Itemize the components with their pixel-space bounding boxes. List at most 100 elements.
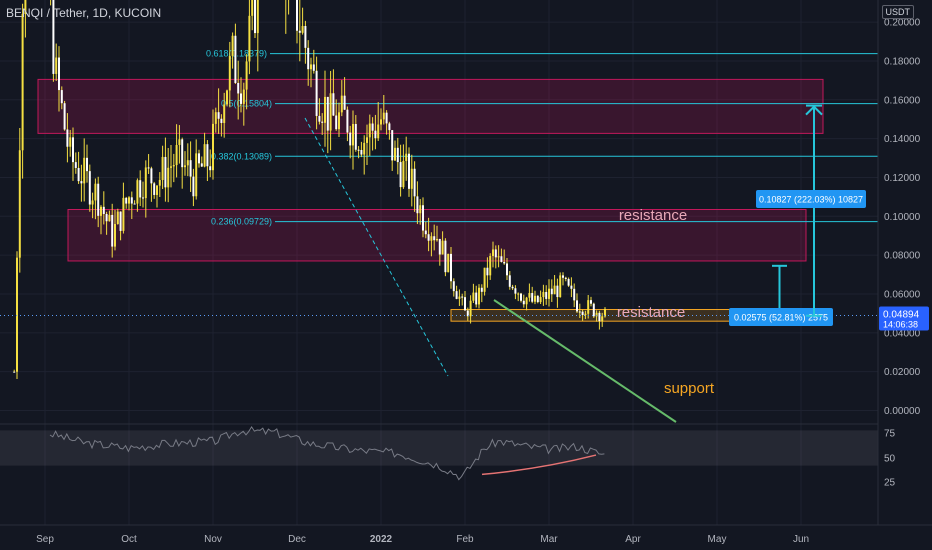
candle-body [567,278,570,286]
candle-body [178,139,181,145]
candle-body [301,26,304,33]
candle-body [133,203,136,205]
candle-body [296,0,298,31]
candle-body [559,275,562,298]
rsi-band [0,430,878,466]
candle-body [469,300,472,317]
candle-body [164,156,167,188]
candle-body [66,129,69,147]
price-tick-label: 0.00000 [884,406,921,417]
candle-body [497,256,500,258]
candle-body [144,167,147,199]
candle-body [172,165,175,167]
candle-body [80,181,83,184]
candle-body [338,112,340,130]
candle-body [458,296,461,299]
candle-body [318,115,321,122]
candle-body [573,288,576,301]
candle-body [419,205,422,214]
candle-body [528,293,531,298]
zones: resistance resistance support [37,78,824,397]
candle-body [402,160,405,188]
candle-body [452,281,455,292]
candle-body [220,118,223,123]
candle-body [472,292,475,301]
candle-body [312,64,315,71]
candle-body [88,171,91,205]
candle-body [198,153,200,164]
candle-body [304,26,307,48]
candle-body [226,90,228,105]
candle-body [478,287,480,305]
candle-body [21,14,24,151]
candle-body [86,157,88,172]
candle-body [542,292,545,298]
candle-body [189,160,192,177]
candle-body [503,261,506,264]
candle-body [416,196,419,214]
candle-body [242,89,245,104]
candle-body [18,150,21,258]
candle-body [248,15,251,62]
price-tick-label: 0.04000 [884,328,921,339]
candle-body [396,147,399,163]
measure-label: 0.10827 (222.03%) 10827 [759,195,863,205]
candle-body [461,296,464,298]
candle-body [130,197,133,204]
candle-body [531,293,534,302]
candle-body [343,95,346,110]
candle-body [576,300,578,312]
candle-body [394,147,396,161]
zone-annotation: resistance [617,304,685,321]
candle-body [584,313,587,316]
price-tick-label: 0.06000 [884,289,921,300]
last-price-tag [879,306,929,331]
candle-body [595,312,598,317]
candle-body [433,236,436,241]
candle-body [382,112,385,120]
candle-body [335,115,338,130]
candle-body [475,292,478,305]
candle-body [156,185,158,195]
candle-body [212,123,214,171]
time-tick-label: 2022 [370,534,393,545]
candle-body [556,285,559,298]
candle-body [550,288,553,295]
candle-body [116,211,119,225]
candle-body [514,288,517,294]
symbol-header[interactable]: BENQI / Tether, 1D, KUCOIN [6,6,162,20]
candle-body [570,285,573,289]
zone-annotation: support [664,380,715,397]
candle-body [105,213,108,222]
candle-body [223,104,226,123]
measure-label-box[interactable] [756,190,866,208]
bar-countdown: 14:06:38 [883,319,918,329]
candle-body [74,162,77,168]
candle-body [63,103,66,130]
measure-label-box[interactable] [729,308,833,326]
candle-body [256,0,259,34]
candle-body [60,90,63,104]
candle-body [500,256,503,262]
price-tick-label: 0.02000 [884,367,921,378]
candle-body [388,123,391,131]
candle-body [354,124,357,150]
candle-body [517,293,520,295]
candle-body [374,130,377,139]
candle-body [578,311,581,313]
price-tick-label: 0.20000 [884,18,921,29]
candle-body [562,275,564,278]
currency-label[interactable]: USDT [881,5,914,19]
candle-body [357,149,360,151]
fib-label: 0.382(0.13089) [211,151,272,161]
candle-body [506,263,508,276]
candle-body [234,35,237,83]
candle-body [150,168,153,184]
candle-body [228,55,231,91]
candle-body [298,30,301,33]
candle-body [245,61,248,90]
candle-body [184,165,186,168]
rsi-tick-label: 50 [884,454,896,465]
candle-body [147,167,150,169]
